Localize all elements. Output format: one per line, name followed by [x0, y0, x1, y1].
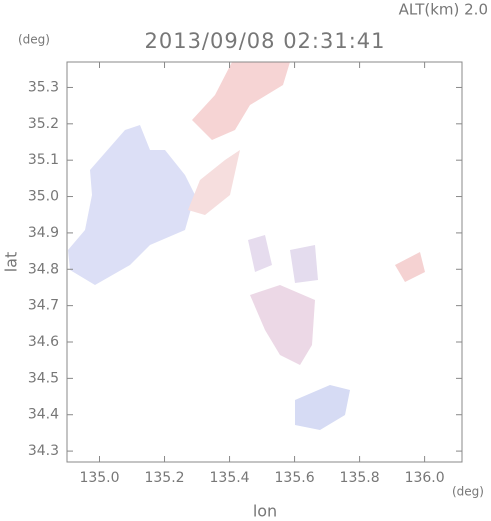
y-tick-label: 34.5 [28, 370, 59, 386]
echo-region [290, 245, 318, 283]
x-axis-label: lon [253, 502, 277, 521]
x-tick-label: 135.8 [340, 470, 380, 486]
y-axis-label: lat [2, 252, 21, 273]
y-tick-label: 35.2 [28, 116, 59, 132]
y-tick-label: 34.4 [28, 407, 59, 423]
echo-region [248, 235, 272, 272]
y-tick-label: 35.3 [28, 79, 59, 95]
echo-region [68, 125, 195, 285]
y-unit: (deg) [18, 33, 50, 47]
altitude-label: ALT(km) 2.0 [399, 1, 488, 19]
echo-region [192, 62, 290, 140]
y-tick-label: 35.1 [28, 152, 59, 168]
y-tick-label: 34.9 [28, 225, 59, 241]
plot-frame [66, 61, 463, 463]
x-tick-label: 135.2 [144, 470, 184, 486]
y-tick-label: 34.7 [28, 298, 59, 314]
x-tick-label: 136.0 [405, 470, 445, 486]
x-unit: (deg) [452, 485, 484, 499]
echo-regions [68, 62, 425, 430]
echo-region [250, 285, 315, 365]
echo-region [395, 252, 425, 282]
x-tick-label: 135.4 [210, 470, 250, 486]
y-tick-label: 35.0 [28, 189, 59, 205]
chart-title: 2013/09/08 02:31:41 [144, 29, 385, 53]
echo-region [188, 150, 240, 215]
y-tick-label: 34.8 [28, 261, 59, 277]
x-tick-label: 135.6 [275, 470, 315, 486]
x-tick-label: 135.0 [79, 470, 119, 486]
y-tick-label: 34.6 [28, 334, 59, 350]
y-tick-label: 34.3 [28, 443, 59, 459]
echo-region [295, 385, 350, 430]
